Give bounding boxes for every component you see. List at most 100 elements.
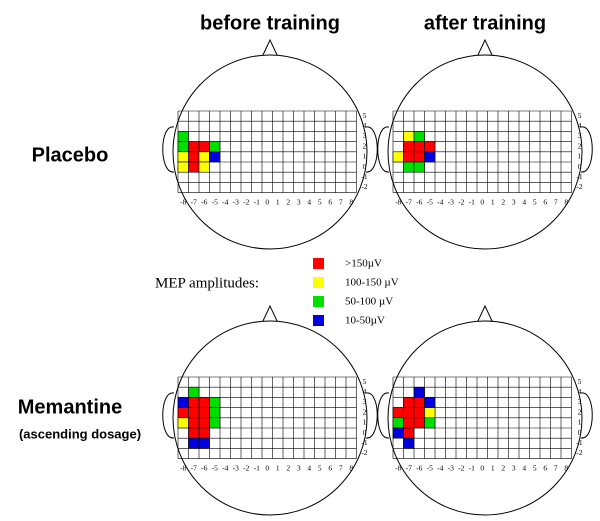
legend-label: >150µV [345,258,382,270]
cell [424,141,436,153]
y-tick-label: 1 [578,152,582,161]
x-tick-label: -2 [458,463,464,472]
y-tick-label: 4 [363,121,367,130]
x-tick-label: -5 [427,463,433,472]
x-tick-label: 1 [276,197,280,206]
y-tick-label: 0 [363,162,367,171]
row-sublabel: (ascending dosage) [19,426,141,441]
x-tick-label: -6 [201,463,207,472]
cell [177,151,189,163]
cell [424,407,436,419]
y-tick-label: 1 [363,152,367,161]
x-tick-label: 5 [533,463,537,472]
cell [188,407,200,419]
x-tick-label: -8 [395,197,401,206]
cell [198,161,210,173]
cell [403,141,415,153]
x-tick-label: -7 [191,197,197,206]
x-tick-label: 5 [533,197,537,206]
x-tick-label: -4 [437,197,443,206]
cell [177,131,189,142]
y-tick-label: 5 [363,377,367,386]
x-tick-label: 7 [339,463,343,472]
cell [209,407,221,419]
legend-swatch [313,258,324,269]
x-tick-label: 4 [307,197,311,206]
cell [424,397,436,408]
cell [413,386,425,398]
cell [403,161,415,173]
x-tick-label: 6 [543,197,547,206]
legend-label: 10-50µV [345,315,385,327]
cell [188,427,200,439]
cell [188,417,200,429]
x-tick-label: -4 [222,463,228,472]
y-tick-label: 0 [578,162,582,171]
x-tick-label: -5 [212,463,218,472]
x-tick-label: 0 [265,197,269,206]
cell [209,141,221,153]
x-tick-label: -4 [437,463,443,472]
cell [403,397,415,408]
x-tick-label: -7 [406,463,412,472]
x-tick-label: 2 [501,463,505,472]
y-tick-label: 4 [578,121,582,130]
y-tick-label: 5 [578,377,582,386]
ear [580,392,593,439]
x-tick-label: 5 [318,197,322,206]
ear [162,126,175,173]
x-tick-label: 0 [265,463,269,472]
x-tick-label: -3 [448,463,454,472]
x-tick-label: 7 [554,197,558,206]
x-tick-label: -5 [427,197,433,206]
x-tick-label: 3 [297,197,301,206]
x-tick-label: 0 [480,463,484,472]
x-tick-label: 8 [564,197,568,206]
column-title: after training [424,12,546,34]
cell [188,141,200,153]
y-tick-label: -2 [361,448,367,457]
cell [413,151,425,163]
ear [365,126,378,173]
cell [403,407,415,419]
cell [177,161,189,173]
x-tick-label: 6 [328,197,332,206]
y-tick-label: 3 [578,397,582,406]
x-tick-label: -3 [448,197,454,206]
cell [413,161,425,173]
y-tick-label: -1 [576,438,582,447]
y-tick-label: -1 [576,172,582,181]
legend-swatch [313,296,324,307]
y-tick-label: -2 [576,448,582,457]
y-tick-label: 0 [578,428,582,437]
cell [198,427,210,439]
cell [209,417,221,429]
ear [377,126,390,173]
nose [261,304,279,324]
cell [198,397,210,408]
cell [188,161,200,173]
y-tick-label: -1 [361,438,367,447]
row-label: Placebo [32,144,109,166]
row-label: Memantine [18,396,122,418]
x-tick-label: -2 [458,197,464,206]
x-tick-label: 7 [339,197,343,206]
x-tick-label: 8 [349,197,353,206]
x-tick-label: -7 [406,197,412,206]
cell [413,141,425,153]
x-tick-label: 1 [491,463,495,472]
legend-swatch [313,315,324,326]
cell [392,427,404,439]
y-tick-label: 3 [363,397,367,406]
x-tick-label: 2 [286,463,290,472]
cell [403,417,415,429]
cell [403,151,415,163]
x-tick-label: 8 [349,463,353,472]
y-tick-label: 4 [363,387,367,396]
legend-label: 50-100 µV [345,296,393,308]
x-tick-label: 7 [554,463,558,472]
x-tick-label: 4 [307,463,311,472]
x-tick-label: 6 [328,463,332,472]
cell [392,417,404,429]
